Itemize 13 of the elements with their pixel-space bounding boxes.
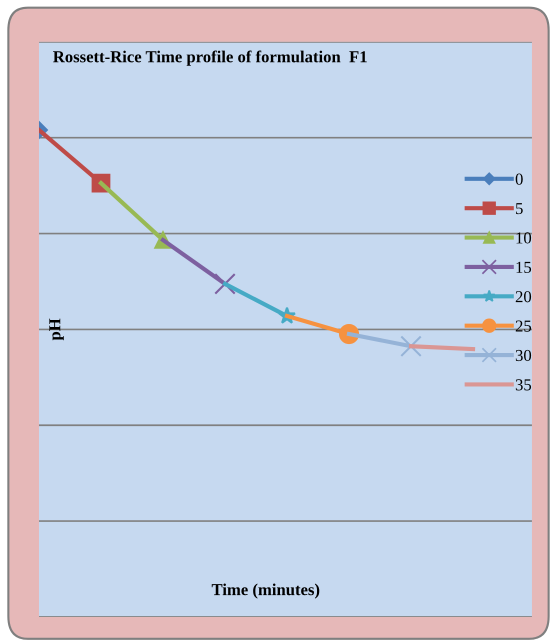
legend-label: 15 bbox=[516, 262, 532, 273]
legend-label: 10 bbox=[516, 232, 532, 244]
legend-label: 5 bbox=[516, 203, 523, 214]
legend-label: 20 bbox=[516, 291, 532, 302]
legend-label: 35 bbox=[516, 379, 532, 390]
chart-title: Rossett-Rice Time profile of formulation F1 bbox=[53, 50, 367, 66]
point bbox=[214, 273, 236, 295]
point bbox=[400, 335, 422, 357]
legend-label: 30 bbox=[516, 350, 532, 362]
legend-label: 25 bbox=[516, 320, 532, 332]
legend-label: 0 bbox=[516, 174, 523, 185]
y-axis-title: pH bbox=[49, 318, 64, 340]
x-axis-title: Time (minutes) bbox=[212, 584, 320, 599]
